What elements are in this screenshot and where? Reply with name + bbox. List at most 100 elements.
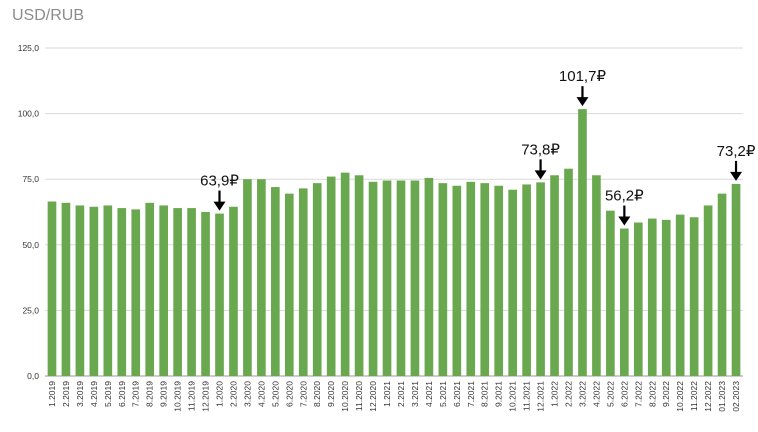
annotation-label: 101,7₽	[559, 68, 607, 85]
bars	[47, 109, 741, 377]
bar	[243, 179, 252, 376]
bar	[564, 168, 573, 376]
x-tick-label: 12.2019	[201, 381, 211, 412]
bar	[103, 205, 113, 376]
x-tick-label: 4.2020	[256, 381, 266, 407]
bar	[536, 182, 545, 376]
x-tick-label: 3.2022	[577, 381, 587, 407]
x-tick-label: 6.2022	[619, 381, 629, 407]
y-tick-label: 75,0	[22, 174, 39, 184]
x-tick-label: 8.2021	[480, 381, 490, 407]
annotation-arrow-head	[730, 171, 743, 181]
bar	[508, 189, 517, 376]
x-tick-label: 1.2019	[47, 381, 57, 407]
annotation-arrow-head	[213, 201, 226, 211]
x-tick-label: 2.2020	[228, 381, 238, 407]
x-tick-label: 11.2020	[354, 381, 364, 411]
bar	[410, 180, 420, 376]
x-tick-label: 8.2019	[145, 381, 155, 407]
x-tick-label: 4.2021	[424, 381, 434, 407]
x-tick-label: 7.2019	[131, 381, 141, 407]
x-tick-label: 5.2021	[438, 381, 448, 407]
bar	[173, 208, 182, 376]
bar	[633, 222, 643, 376]
bar	[368, 181, 378, 376]
annotation-arrow-head	[534, 170, 547, 180]
annotation-arrow-head	[576, 97, 589, 107]
x-tick-label: 7.2020	[298, 381, 308, 407]
x-tick-label: 01.2023	[717, 381, 727, 412]
chart-title: USD/RUB	[12, 7, 85, 24]
bar	[550, 175, 559, 376]
bar	[229, 206, 238, 376]
annotation-arrow-head	[618, 216, 631, 226]
annotations: 63,9₽ 73,8₽ 101,7₽ 56,2₽ 73,2₽	[200, 68, 756, 226]
x-tick-label: 9.2021	[494, 381, 504, 407]
x-tick-label: 5.2022	[605, 381, 615, 407]
bar	[117, 208, 127, 376]
x-tick-label: 2.2022	[564, 381, 574, 407]
bar	[522, 184, 531, 376]
x-tick-label: 3.2019	[75, 381, 85, 407]
bar	[89, 206, 99, 376]
bar	[578, 109, 587, 377]
bar	[606, 210, 615, 376]
bar	[717, 193, 727, 376]
y-tick-label: 50,0	[22, 240, 39, 250]
x-tick-label: 11.2019	[187, 381, 197, 411]
bar	[731, 183, 741, 376]
x-tick-label: 9.2020	[326, 381, 336, 407]
annotation-label: 73,8₽	[521, 141, 560, 158]
x-tick-label: 4.2019	[89, 381, 99, 407]
bar	[284, 193, 294, 376]
x-tick-label: 7.2022	[633, 381, 643, 407]
bar	[675, 214, 685, 376]
y-tick-label: 25,0	[22, 305, 39, 315]
bar	[131, 209, 141, 376]
bar	[201, 212, 210, 376]
bar	[271, 187, 280, 376]
x-tick-label: 10.2020	[340, 381, 350, 412]
x-tick-label: 11.2021	[522, 381, 532, 411]
x-tick-label: 3.2021	[410, 381, 420, 407]
bar	[382, 180, 392, 376]
x-tick-label: 11.2022	[689, 381, 699, 411]
bar	[47, 201, 57, 376]
bar	[187, 208, 196, 376]
bar	[689, 217, 699, 376]
x-tick-label: 5.2019	[103, 381, 113, 407]
annotation-label: 73,2₽	[717, 143, 756, 160]
bar	[438, 183, 448, 376]
bar	[159, 205, 168, 376]
bar	[396, 180, 406, 376]
x-tick-label: 9.2019	[159, 381, 169, 407]
x-tick-label: 12.2020	[368, 381, 378, 412]
bar	[75, 205, 85, 376]
bar	[354, 175, 364, 376]
x-tick-label: 3.2020	[242, 381, 252, 407]
x-tick-label: 6.2019	[117, 381, 127, 407]
bar	[452, 185, 462, 376]
y-axis: 0,0 25,0 50,0 75,0 100,0 125,0	[18, 43, 40, 381]
x-tick-label: 12.2021	[536, 381, 546, 412]
annotation-label: 63,9₽	[200, 173, 239, 190]
bar	[647, 218, 657, 376]
bar	[312, 183, 322, 376]
x-tick-label: 10.2022	[675, 381, 685, 412]
bar	[661, 219, 671, 376]
x-tick-label: 12.2022	[703, 381, 713, 412]
bar	[424, 177, 434, 376]
bar	[466, 181, 476, 376]
x-axis: 1.2019 2.2019 3.2019 4.2019 5.2019 6.2019 7.20…	[47, 381, 741, 412]
x-tick-label: 10.2019	[173, 381, 183, 412]
bar	[592, 175, 601, 376]
x-tick-label: 8.2022	[647, 381, 657, 407]
x-tick-label: 2.2021	[396, 381, 406, 407]
bar	[145, 202, 155, 376]
y-tick-label: 100,0	[18, 109, 40, 119]
bar	[620, 228, 629, 376]
x-tick-label: 1.2021	[382, 381, 392, 407]
bar	[298, 188, 308, 376]
bar	[215, 213, 224, 376]
bar	[480, 183, 490, 376]
